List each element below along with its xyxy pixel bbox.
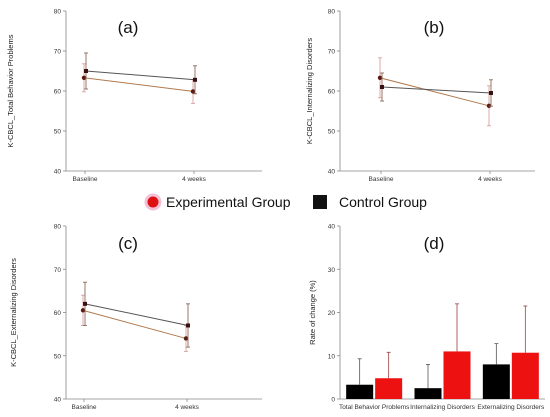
y-tick-label: 70 [54,267,62,274]
y-tick-label: 70 [328,49,336,56]
y-tick-label: 20 [328,310,336,317]
data-point [186,323,190,328]
y-tick-label: 30 [328,267,336,274]
data-point [377,75,383,81]
chart-panel-2: 40 50 60 70 80 (b) K-CBCL_Internalizing Disord… [305,9,535,183]
y-tick-label: 60 [54,310,62,317]
data-point [380,85,384,89]
y-axis-label: Rate of change (%) [308,280,317,345]
series-line [82,309,187,339]
data-point [190,89,196,94]
data-point [84,69,88,73]
panel-label: (a) [118,18,139,37]
y-tick-label: 80 [54,9,62,16]
y-axis-label: K-CBCL_Total Behavior Problems [6,34,15,147]
x-tick-label: Total Behavior Problems [339,404,410,411]
x-tick-label: 4 weeks [182,176,207,183]
y-tick-label: 80 [54,224,62,231]
y-tick-label: 10 [328,353,336,360]
bar [346,384,374,399]
y-tick-label: 80 [328,9,336,16]
x-tick-label: Baseline [369,176,394,183]
axis-lines [65,11,262,172]
legend-control-label: Control Group [339,194,427,210]
data-point [80,308,86,313]
y-tick-label: 60 [328,89,336,96]
bar [443,351,471,399]
data-point [81,75,87,81]
legend-experimental-marker [144,193,162,211]
y-tick-label: 60 [54,89,62,96]
y-tick-label: 40 [54,169,62,176]
series-line [83,77,194,92]
panel-label: (b) [424,18,445,37]
series-line [379,77,490,107]
legend-control-marker [313,195,327,209]
y-tick-label: 50 [54,129,62,136]
chart-panel-1: 40 50 60 70 80 (a) K-CBCL_Total Behavior Probl… [6,9,262,183]
x-tick-label: Internalizing Disorders [410,404,475,411]
x-tick-label: 4 weeks [175,404,200,411]
data-point [489,91,493,95]
y-tick-label: 50 [328,129,336,136]
y-tick-label: 40 [54,397,62,404]
chart-panel-3: 40 50 60 70 80 (c) K-CBCL_Externalizing Disord… [9,224,262,411]
chart-panel-4: 0 10 20 30 40 (d) Rate of change (%) Total Beha… [308,224,545,411]
y-axis-label: K-CBCL_Externalizing Disorders [9,258,18,367]
data-point [193,77,197,82]
data-point [83,301,87,306]
bar [375,378,403,399]
bar [482,364,510,399]
bar [414,388,442,399]
legend-experimental-label: Experimental Group [166,194,291,210]
y-tick-label: 70 [54,49,62,56]
y-tick-label: 50 [54,353,62,360]
y-tick-label: 40 [328,169,336,176]
x-tick-label: 4 weeks [478,176,503,183]
legend: Experimental Group Control Group [144,193,427,211]
y-axis-label: K-CBCL_Internalizing Disorders [305,38,314,145]
series-line [85,70,196,81]
panel-label: (d) [424,234,445,253]
y-tick-label: 40 [328,224,336,231]
data-point [183,336,189,341]
series-line [84,303,189,326]
axis-lines [65,226,262,400]
bar [511,352,539,399]
y-tick-label: 0 [331,397,335,404]
series-line [381,86,492,94]
x-tick-label: Baseline [72,404,97,411]
panel-label: (c) [118,234,138,253]
x-tick-label: Externalizing Disorders [477,404,545,411]
x-tick-label: Baseline [73,176,98,183]
